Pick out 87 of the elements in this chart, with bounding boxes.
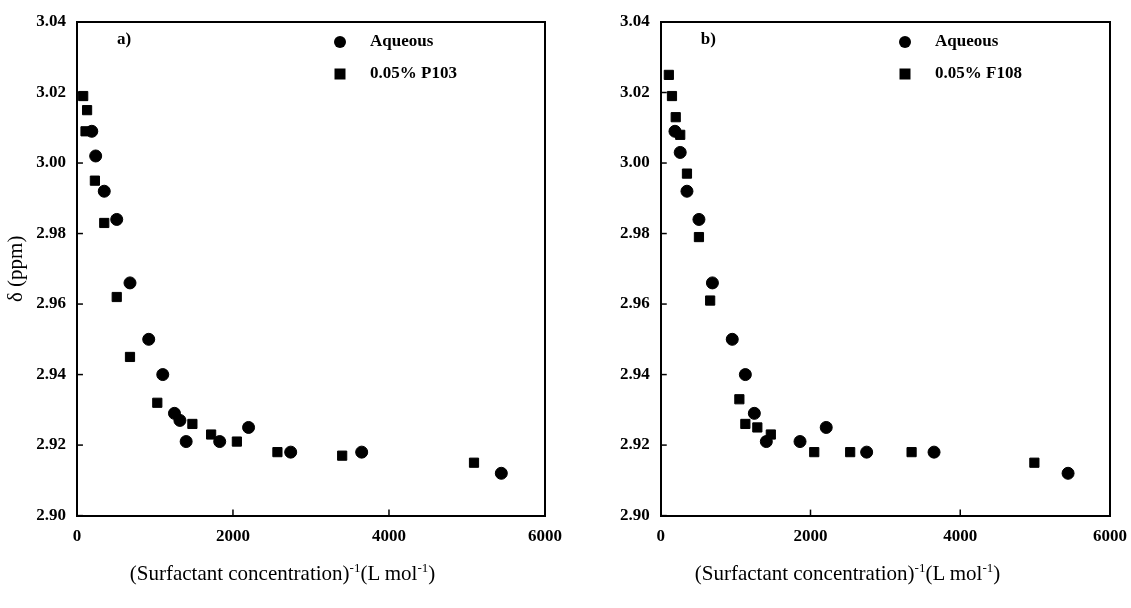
point [673, 145, 687, 159]
y-tick-label: 3.04 [620, 11, 651, 31]
point [752, 422, 763, 433]
legend-label: Aqueous [935, 31, 999, 51]
point [97, 184, 111, 198]
y-tick-label: 3.02 [36, 81, 66, 101]
annotation: b) [700, 29, 716, 49]
point [78, 90, 89, 102]
point [89, 149, 103, 163]
point [179, 435, 193, 449]
point [272, 447, 283, 458]
point [111, 291, 122, 303]
y-tick-label: 2.96 [36, 293, 66, 313]
legend-label: 0.05% P103 [370, 63, 457, 83]
y-tick-label: 3.00 [620, 152, 650, 172]
x-tick-label: 0 [656, 526, 665, 546]
y-tick-label: 3.02 [620, 81, 650, 101]
point [1061, 466, 1075, 480]
point [99, 217, 110, 229]
point [142, 332, 156, 346]
legend-label: Aqueous [370, 31, 434, 51]
point [734, 394, 745, 405]
point [124, 351, 136, 363]
point [89, 175, 100, 186]
point [156, 368, 170, 382]
y-tick-label: 2.98 [620, 222, 650, 242]
point [231, 436, 242, 447]
point [747, 406, 761, 420]
point [819, 420, 833, 434]
x-axis-title: (Surfactant concentration)$^{-1}$(L mol$^{-1}$) [128, 560, 437, 586]
point [705, 295, 716, 306]
point [809, 447, 820, 458]
point [213, 435, 227, 449]
point [670, 112, 681, 123]
point [705, 276, 719, 290]
legend-label: 0.05% F108 [935, 63, 1022, 83]
point [668, 124, 682, 138]
point [284, 445, 298, 459]
point [82, 105, 93, 116]
point [355, 445, 369, 459]
point [663, 69, 674, 80]
x-axis-title: (Surfactant concentration)$^{-1}$(L mol$^{-1}$) [693, 560, 1002, 586]
point [187, 418, 198, 430]
point [693, 231, 705, 243]
point [845, 447, 856, 458]
x-tick-label: 4000 [371, 526, 406, 546]
x-tick-label: 2000 [793, 526, 828, 546]
point [740, 418, 751, 430]
annotation: a) [116, 29, 132, 49]
x-tick-label: 0 [72, 526, 82, 546]
y-tick-label: 2.92 [620, 434, 650, 454]
point [906, 447, 917, 458]
point [468, 457, 480, 468]
point [173, 413, 187, 427]
x-tick-label: 6000 [1093, 526, 1127, 546]
point [494, 466, 508, 480]
point [110, 212, 124, 226]
y-tick-label: 3.00 [36, 152, 66, 172]
point [337, 450, 348, 461]
point [242, 420, 256, 434]
y-tick-label: 2.98 [36, 222, 66, 242]
x-tick-label: 2000 [215, 526, 250, 546]
x-tick-label: 4000 [943, 526, 978, 546]
y-tick-label: 2.90 [36, 504, 66, 524]
point [666, 90, 678, 102]
point [1029, 457, 1040, 468]
point [123, 276, 137, 290]
y-axis-title: δ (ppm) [3, 235, 28, 303]
x-tick-label: 6000 [528, 526, 562, 546]
y-tick-label: 2.94 [36, 363, 67, 383]
point [681, 168, 693, 179]
y-tick-label: 2.90 [620, 504, 650, 524]
y-tick-label: 3.04 [36, 11, 67, 31]
point [680, 184, 694, 198]
y-tick-label: 2.96 [620, 293, 650, 313]
point [85, 124, 99, 138]
point [725, 332, 739, 346]
y-tick-label: 2.92 [36, 434, 66, 454]
y-tick-label: 2.94 [620, 363, 651, 383]
point [738, 368, 752, 382]
point [860, 445, 874, 459]
point [793, 435, 807, 449]
point [927, 445, 941, 459]
point [692, 212, 706, 226]
point [759, 435, 773, 449]
point [206, 429, 217, 440]
point [152, 397, 163, 408]
